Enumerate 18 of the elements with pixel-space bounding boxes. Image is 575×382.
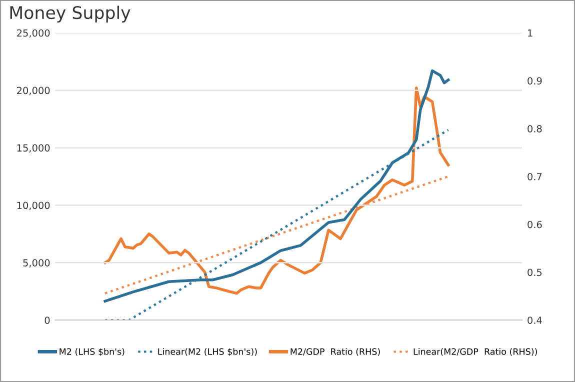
legend-label: M2 (LHS $bn's) xyxy=(60,348,124,356)
y2-tick-label: 0.8 xyxy=(528,125,542,132)
y-tick-label: 15,000 xyxy=(17,144,50,153)
y2-tick-label: 0.4 xyxy=(528,316,542,324)
y2-tick-label: 0.9 xyxy=(528,77,542,85)
legend-label: M2/GDP Ratio (RHS) xyxy=(290,348,380,356)
y-tick-label: 10,000 xyxy=(17,202,50,210)
y2-tick-label: 0.5 xyxy=(528,268,542,276)
chart-title: Money Supply xyxy=(10,6,130,23)
y-tick-label: 5,000 xyxy=(23,259,50,268)
y-tick-label: 25,000 xyxy=(17,29,50,38)
y2-tick-label: 1 xyxy=(528,29,532,37)
y2-tick-label: 0.7 xyxy=(528,172,542,180)
legend-label: Linear(M2/GDP Ratio (RHS)) xyxy=(414,348,537,356)
y-tick-label: 0 xyxy=(44,316,50,324)
y-tick-label: 20,000 xyxy=(17,86,50,96)
legend-label: Linear(M2 (LHS $bn's)) xyxy=(158,348,257,356)
y2-tick-label: 0.6 xyxy=(528,220,542,228)
